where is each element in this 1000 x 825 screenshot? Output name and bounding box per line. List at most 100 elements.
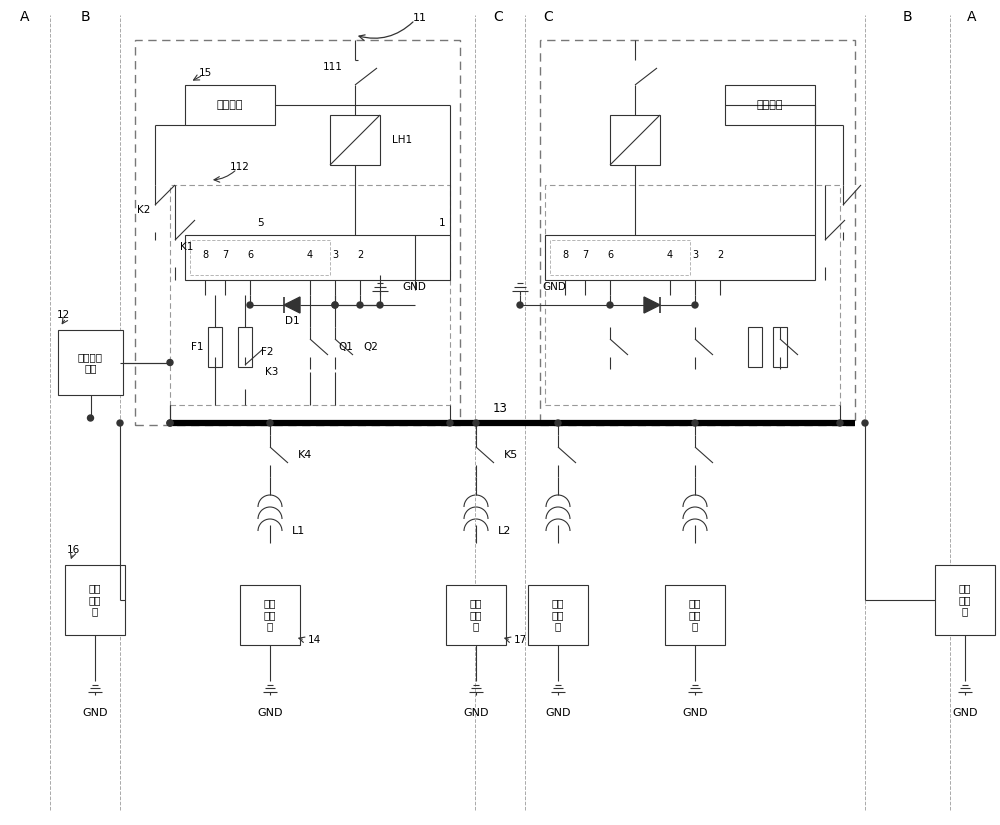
Bar [610,115,660,165]
Text: K2: K2 [137,205,150,215]
Text: 12: 12 [56,310,70,320]
Text: L1: L1 [292,526,305,536]
Text: 辅助
逆变
器: 辅助 逆变 器 [89,583,101,616]
Text: 13: 13 [493,402,507,414]
Text: 111: 111 [323,62,343,72]
Circle shape [88,415,94,421]
Bar [545,235,815,280]
Text: 14: 14 [308,635,321,645]
Text: K5: K5 [504,450,518,460]
Bar [725,85,815,125]
Text: GND: GND [82,708,108,718]
Text: 8: 8 [562,250,568,260]
Bar [185,85,275,125]
Text: GND: GND [545,708,571,718]
Circle shape [167,420,173,426]
Text: GND: GND [402,282,426,292]
Bar [528,585,588,645]
Text: 牵引
逆变
器: 牵引 逆变 器 [552,598,564,632]
Bar [748,327,762,367]
Bar [208,327,222,367]
Text: 3: 3 [332,250,338,260]
Text: 2: 2 [717,250,723,260]
Circle shape [332,302,338,308]
Bar [446,585,506,645]
Text: K3: K3 [265,367,278,377]
Text: C: C [543,10,553,24]
Circle shape [247,302,253,308]
Text: 7: 7 [582,250,588,260]
Text: B: B [902,10,912,24]
Text: K1: K1 [180,242,193,252]
Circle shape [117,420,123,426]
Circle shape [167,420,173,426]
Bar [550,240,690,275]
Text: 辅助
逆变
器: 辅助 逆变 器 [959,583,971,616]
Circle shape [607,302,613,308]
Bar [135,40,460,425]
Text: GND: GND [952,708,978,718]
Bar [170,185,450,405]
Text: LH1: LH1 [392,135,412,145]
Text: 4: 4 [307,250,313,260]
Bar [935,565,995,635]
Text: 17: 17 [514,635,527,645]
Text: 112: 112 [230,162,250,172]
Circle shape [167,360,173,365]
Bar [240,585,300,645]
Text: Q2: Q2 [363,342,378,352]
Text: GND: GND [257,708,283,718]
Text: A: A [20,10,30,24]
Text: 15: 15 [198,68,212,78]
Text: 2: 2 [357,250,363,260]
Text: K4: K4 [298,450,312,460]
Text: F1: F1 [191,342,203,352]
Circle shape [377,302,383,308]
Polygon shape [284,297,300,313]
Text: 3: 3 [692,250,698,260]
Circle shape [837,420,843,426]
Text: 6: 6 [607,250,613,260]
Bar [190,240,330,275]
Text: 车辆电源: 车辆电源 [757,100,783,110]
Text: 7: 7 [222,250,228,260]
Text: 牵引
逆变
器: 牵引 逆变 器 [689,598,701,632]
Bar [665,585,725,645]
Bar [58,330,123,395]
Text: B: B [80,10,90,24]
Text: GND: GND [463,708,489,718]
Text: 牵引
逆变
器: 牵引 逆变 器 [470,598,482,632]
Text: Q1: Q1 [338,342,353,352]
Text: 8: 8 [202,250,208,260]
Circle shape [332,302,338,308]
Circle shape [473,420,479,426]
Circle shape [862,420,868,426]
Bar [185,235,450,280]
Text: 车辆电源: 车辆电源 [217,100,243,110]
Circle shape [517,302,523,308]
Bar [330,115,380,165]
Circle shape [447,420,453,426]
Text: 网络控制
系统: 网络控制 系统 [78,351,103,373]
Text: 1: 1 [439,218,445,228]
Polygon shape [644,297,660,313]
Circle shape [267,420,273,426]
Circle shape [357,302,363,308]
Text: 4: 4 [667,250,673,260]
Text: 11: 11 [413,13,427,23]
Bar [65,565,125,635]
Text: L2: L2 [498,526,511,536]
Text: D1: D1 [285,316,299,326]
Bar [773,327,787,367]
Text: GND: GND [682,708,708,718]
Text: F2: F2 [261,347,274,357]
Text: GND: GND [542,282,566,292]
Text: A: A [967,10,977,24]
Text: 5: 5 [257,218,263,228]
Circle shape [692,302,698,308]
Bar [540,40,855,425]
Text: 16: 16 [66,545,80,555]
Text: 牵引
逆变
器: 牵引 逆变 器 [264,598,276,632]
Bar [238,327,252,367]
Bar [545,185,840,405]
